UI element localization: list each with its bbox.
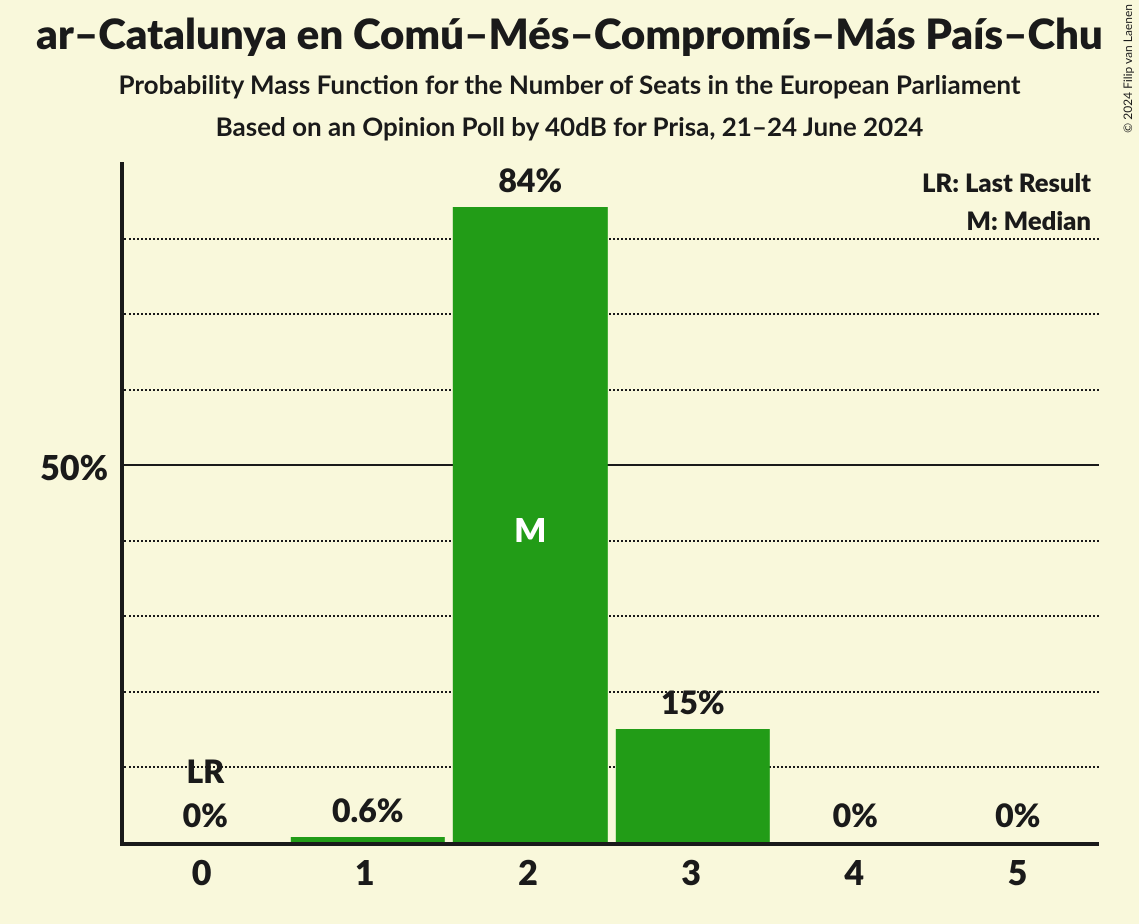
bar-slot: 0% LR bbox=[124, 162, 287, 842]
bar-value-label: 15% bbox=[661, 682, 725, 721]
chart-area: 50% LR: Last Result M: Median 0%LR0.6%84… bbox=[0, 162, 1139, 902]
copyright-text: © 2024 Filip van Laenen bbox=[1120, 4, 1135, 133]
bars-container: 0% LR 0.6% 84% M 15% 0% 0% bbox=[124, 162, 1099, 842]
x-axis-label: 5 bbox=[936, 842, 1099, 902]
bar-value-label: 0% bbox=[995, 795, 1040, 834]
x-axis-label: 2 bbox=[446, 842, 609, 902]
median-marker: M bbox=[514, 510, 546, 550]
bar-value-label: 0% bbox=[183, 795, 228, 834]
bar-slot: 0.6% bbox=[287, 162, 450, 842]
chart-subtitle-2: Based on an Opinion Poll by 40dB for Pri… bbox=[0, 110, 1139, 142]
x-axis-labels: 012345 bbox=[120, 842, 1099, 902]
x-axis-label: 3 bbox=[610, 842, 773, 902]
bar-slot: 0% bbox=[774, 162, 937, 842]
bar bbox=[616, 729, 770, 842]
bar-slot: 84% M bbox=[449, 162, 612, 842]
bar-slot: 15% bbox=[612, 162, 775, 842]
bar-slot: 0% bbox=[937, 162, 1100, 842]
bar-value-label: 0% bbox=[833, 795, 878, 834]
bar-value-label: 0.6% bbox=[332, 790, 404, 829]
lr-marker: LR bbox=[186, 751, 224, 790]
plot-area: LR: Last Result M: Median 0%LR0.6%84%M15… bbox=[120, 162, 1099, 846]
y-axis-label: 50% bbox=[0, 447, 108, 488]
chart-title: ar–Catalunya en Comú–Més–Compromís–Más P… bbox=[0, 0, 1139, 58]
x-axis-label: 0 bbox=[120, 842, 283, 902]
x-axis-label: 1 bbox=[283, 842, 446, 902]
bar-value-label: 84% bbox=[498, 160, 562, 199]
x-axis-label: 4 bbox=[773, 842, 936, 902]
chart-subtitle-1: Probability Mass Function for the Number… bbox=[0, 68, 1139, 100]
